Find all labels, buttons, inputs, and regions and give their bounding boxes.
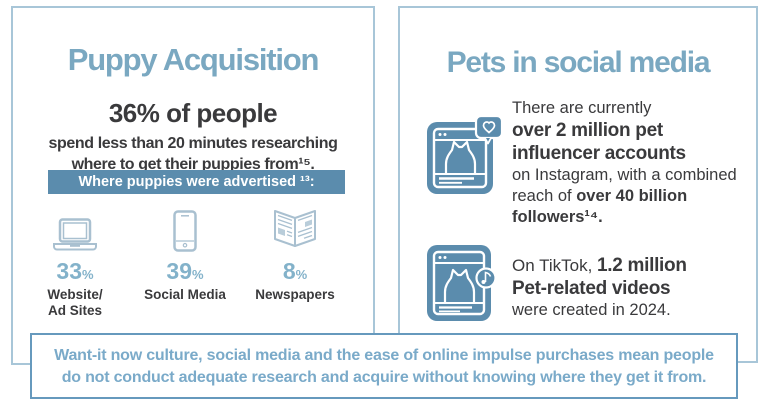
social-video-note-icon: [424, 241, 504, 330]
advertised-banner: Where puppies were advertised ¹³:: [48, 170, 345, 194]
insta-line-2: over 2 million pet: [512, 120, 663, 141]
insta-line-5: reach of over 40 billion: [512, 187, 688, 205]
newspaper-icon: [245, 200, 345, 252]
insta-line-1: There are currently: [512, 99, 652, 117]
tiktok-line-3: were created in 2024.: [512, 301, 671, 319]
footer-line-2: do not conduct adequate research and acq…: [61, 369, 707, 386]
stat-headline: 36% of people: [108, 98, 278, 128]
instagram-stat-text: There are currently over 2 million pet i…: [512, 98, 737, 228]
stat-label: Website/ Ad Sites: [47, 287, 103, 318]
stat-social-media: 39% Social Media: [135, 200, 235, 319]
footer-callout-banner: Want-it now culture, social media and th…: [30, 333, 738, 399]
tiktok-stat-text: On TikTok, 1.2 million Pet-related video…: [512, 254, 687, 321]
pets-social-media-title: Pets in social media: [446, 46, 711, 79]
stat-subline-1: spend less than 20 minutes researching: [48, 135, 338, 152]
stat-value: 39%: [166, 258, 204, 284]
stat-newspapers: 8% Newspapers: [245, 200, 345, 319]
insta-line-4: on Instagram, with a combined: [512, 166, 737, 184]
laptop-icon: [25, 200, 125, 252]
footer-line-1: Want-it now culture, social media and th…: [54, 347, 714, 364]
stat-value: 33%: [56, 258, 94, 284]
tiktok-line-2: Pet-related videos: [512, 278, 671, 299]
stat-website: 33% Website/ Ad Sites: [25, 200, 125, 319]
pets-social-media-card: Pets in social media There are currently…: [398, 6, 758, 363]
stat-value: 8%: [282, 258, 308, 284]
insta-line-6: followers¹⁴.: [512, 208, 603, 226]
smartphone-icon: [135, 200, 235, 252]
social-post-heart-icon: [424, 114, 504, 203]
stat-label: Newspapers: [255, 287, 335, 302]
tiktok-line-1: On TikTok, 1.2 million: [512, 255, 687, 276]
puppy-acquisition-card: Puppy Acquisition 36% of people spend le…: [11, 6, 375, 365]
puppy-acquisition-title: Puppy Acquisition: [67, 42, 320, 77]
stat-label: Social Media: [144, 287, 226, 302]
insta-line-3: influencer accounts: [512, 143, 686, 164]
advert-stats-row: 33% Website/ Ad Sites 39% Social Media: [25, 200, 345, 319]
stat-subline-2: where to get their puppies from¹⁵.: [71, 156, 315, 173]
